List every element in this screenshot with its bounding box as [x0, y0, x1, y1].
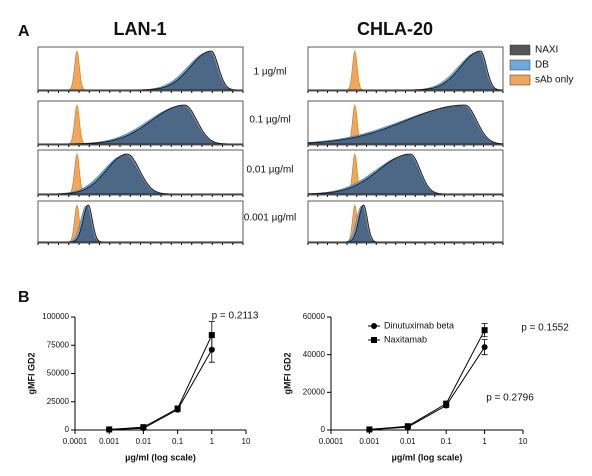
histogram-naxi — [308, 50, 503, 91]
y-tick-label: 50000 — [47, 369, 70, 378]
x-tick-label: 0.01 — [400, 437, 416, 446]
legend-label: sAb only — [535, 75, 573, 86]
histogram-title: LAN-1 — [114, 19, 167, 39]
y-tick-label: 100000 — [42, 312, 69, 321]
x-tick-label: 0.001 — [99, 437, 120, 446]
legend-label: Dinutuximab beta — [384, 320, 454, 330]
legend-marker — [371, 323, 377, 329]
legend-label: DB — [535, 60, 549, 71]
histogram-naxi — [38, 50, 243, 91]
data-point — [174, 405, 181, 412]
annotation: p = 0.2796 — [486, 393, 534, 404]
y-tick-label: 40000 — [303, 350, 326, 359]
x-axis-label: µg/ml (log scale) — [392, 452, 463, 462]
annotation: p = 0.1552 — [521, 323, 569, 334]
series-line — [369, 346, 486, 431]
x-tick-label: 0.1 — [441, 437, 453, 446]
y-tick-label: 75000 — [47, 340, 70, 349]
x-tick-label: 1 — [210, 437, 215, 446]
histogram-title: CHLA-20 — [357, 19, 433, 39]
histogram-naxi — [308, 204, 503, 243]
histogram-naxi — [307, 153, 503, 195]
x-tick-label: 0.0001 — [63, 437, 88, 446]
legend-label: Naxitamab — [384, 334, 427, 344]
legend-marker — [371, 337, 377, 343]
concentration-label: 0.001 µg/ml — [244, 213, 296, 224]
series-line — [109, 334, 213, 430]
concentration-label: 0.01 µg/ml — [247, 165, 294, 176]
histogram-naxi — [307, 104, 504, 145]
x-tick-label: 0.001 — [359, 437, 380, 446]
panel-label: B — [18, 289, 30, 306]
data-point — [106, 426, 113, 433]
y-axis-label: gMFI GD2 — [26, 353, 36, 395]
histogram-frame — [307, 200, 504, 244]
histogram-naxi — [38, 153, 243, 195]
y-tick-label: 20000 — [303, 387, 326, 396]
y-tick-label: 60000 — [303, 312, 326, 321]
data-point — [481, 344, 488, 351]
data-point — [481, 327, 488, 334]
data-point — [140, 424, 147, 431]
x-tick-label: 1 — [482, 437, 487, 446]
x-tick-label: 0.01 — [136, 437, 152, 446]
concentration-label: 0.1 µg/ml — [249, 115, 290, 126]
data-point — [366, 426, 373, 433]
histogram-naxi — [38, 204, 243, 243]
series-line — [369, 329, 486, 430]
data-point — [404, 423, 411, 430]
y-axis-label: gMFI GD2 — [282, 353, 292, 395]
y-tick-label: 25000 — [47, 397, 70, 406]
histogram-naxi — [38, 104, 243, 145]
concentration-label: 1 µg/ml — [254, 67, 287, 78]
legend-swatch — [509, 59, 531, 71]
x-tick-label: 10 — [242, 437, 251, 446]
series-line — [109, 349, 213, 430]
legend-swatch — [509, 44, 531, 56]
legend-swatch — [509, 74, 531, 86]
annotation: p = 0.2113 — [212, 311, 259, 322]
x-axis-label: µg/ml (log scale) — [125, 452, 196, 462]
histogram-frame — [37, 200, 244, 244]
x-tick-label: 0.0001 — [319, 437, 344, 446]
x-tick-label: 10 — [519, 437, 528, 446]
data-point — [208, 332, 215, 339]
legend-label: NAXI — [535, 45, 558, 56]
panel-label: A — [18, 23, 30, 40]
x-tick-label: 0.1 — [172, 437, 184, 446]
y-tick-label: 0 — [65, 425, 70, 434]
data-point — [443, 400, 450, 407]
y-tick-label: 0 — [321, 425, 326, 434]
